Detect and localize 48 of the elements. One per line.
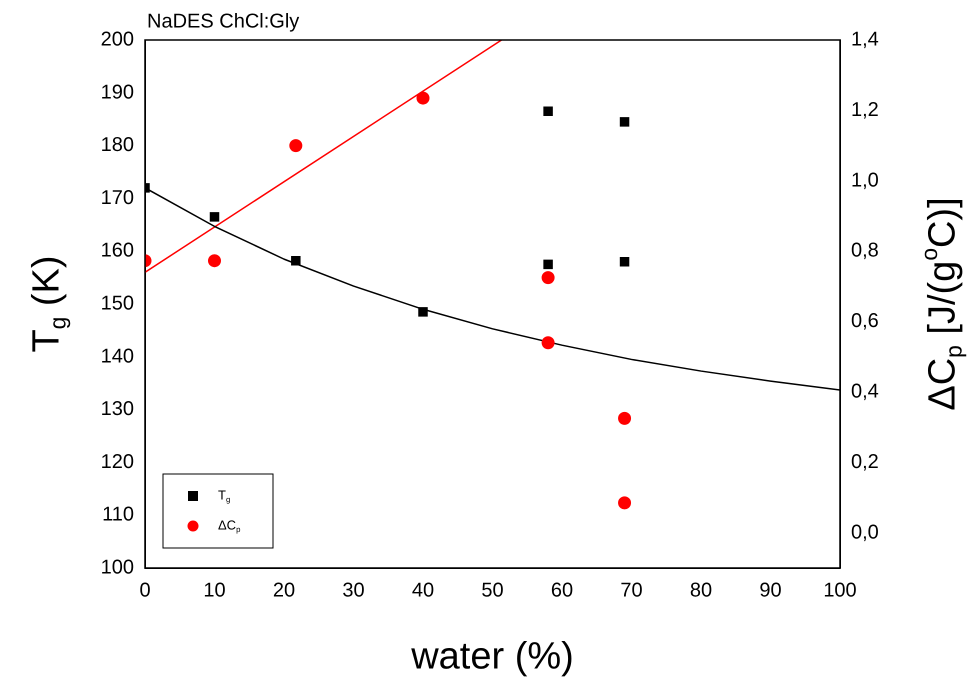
y2-tick-label: 0,8 — [851, 240, 879, 262]
point — [418, 307, 428, 317]
point — [416, 92, 430, 105]
x-tick-label: 30 — [342, 580, 365, 602]
y2-tick-label: 0,4 — [851, 380, 879, 403]
point — [542, 271, 555, 284]
x-tick-label: 50 — [481, 580, 504, 602]
x-tick-label: 60 — [550, 580, 574, 602]
y-tick-label: 150 — [100, 292, 134, 315]
y2-tick-label: 1,0 — [851, 169, 879, 192]
x-tick-label: 100 — [823, 580, 857, 602]
y2-axis-title: ΔCp [J/(goC)] — [916, 197, 967, 411]
x-axis-title: water (%) — [410, 635, 574, 678]
x-tick-label: 80 — [690, 580, 712, 602]
y-tick-label: 100 — [100, 556, 134, 579]
point — [543, 106, 553, 116]
x-tick-label: 40 — [412, 580, 434, 602]
x-tick-label: 90 — [759, 580, 782, 602]
point — [289, 139, 302, 152]
y-axis-title: Tg (K) — [25, 255, 71, 353]
y-tick-label: 130 — [100, 398, 134, 420]
y-tick-label: 200 — [100, 28, 134, 51]
point — [618, 412, 632, 425]
point — [618, 496, 632, 510]
point — [542, 336, 555, 350]
point — [208, 254, 221, 268]
point — [543, 260, 553, 270]
y-tick-label: 140 — [100, 345, 134, 368]
x-tick-label: 0 — [139, 580, 151, 602]
y-tick-label: 190 — [100, 81, 134, 104]
point — [620, 117, 630, 127]
x-tick-label: 10 — [203, 580, 226, 602]
y-tick-label: 110 — [102, 504, 134, 526]
point — [620, 257, 630, 267]
y-tick-label: 120 — [100, 450, 134, 473]
y-tick-label: 180 — [100, 134, 134, 156]
x-tick-label: 70 — [620, 580, 643, 602]
point — [291, 256, 301, 266]
y2-tick-label: 1,4 — [851, 28, 879, 51]
y2-tick-label: 0,2 — [851, 450, 879, 473]
y2-tick-label: 0,6 — [851, 310, 879, 332]
chart-title: NaDES ChCl:Gly — [147, 10, 300, 33]
y-tick-label: 170 — [100, 186, 134, 209]
y-tick-label: 160 — [100, 240, 134, 262]
x-tick-label: 20 — [272, 580, 296, 602]
y2-tick-label: 0,0 — [851, 521, 879, 544]
point — [210, 212, 220, 222]
y2-tick-label: 1,2 — [851, 98, 879, 121]
